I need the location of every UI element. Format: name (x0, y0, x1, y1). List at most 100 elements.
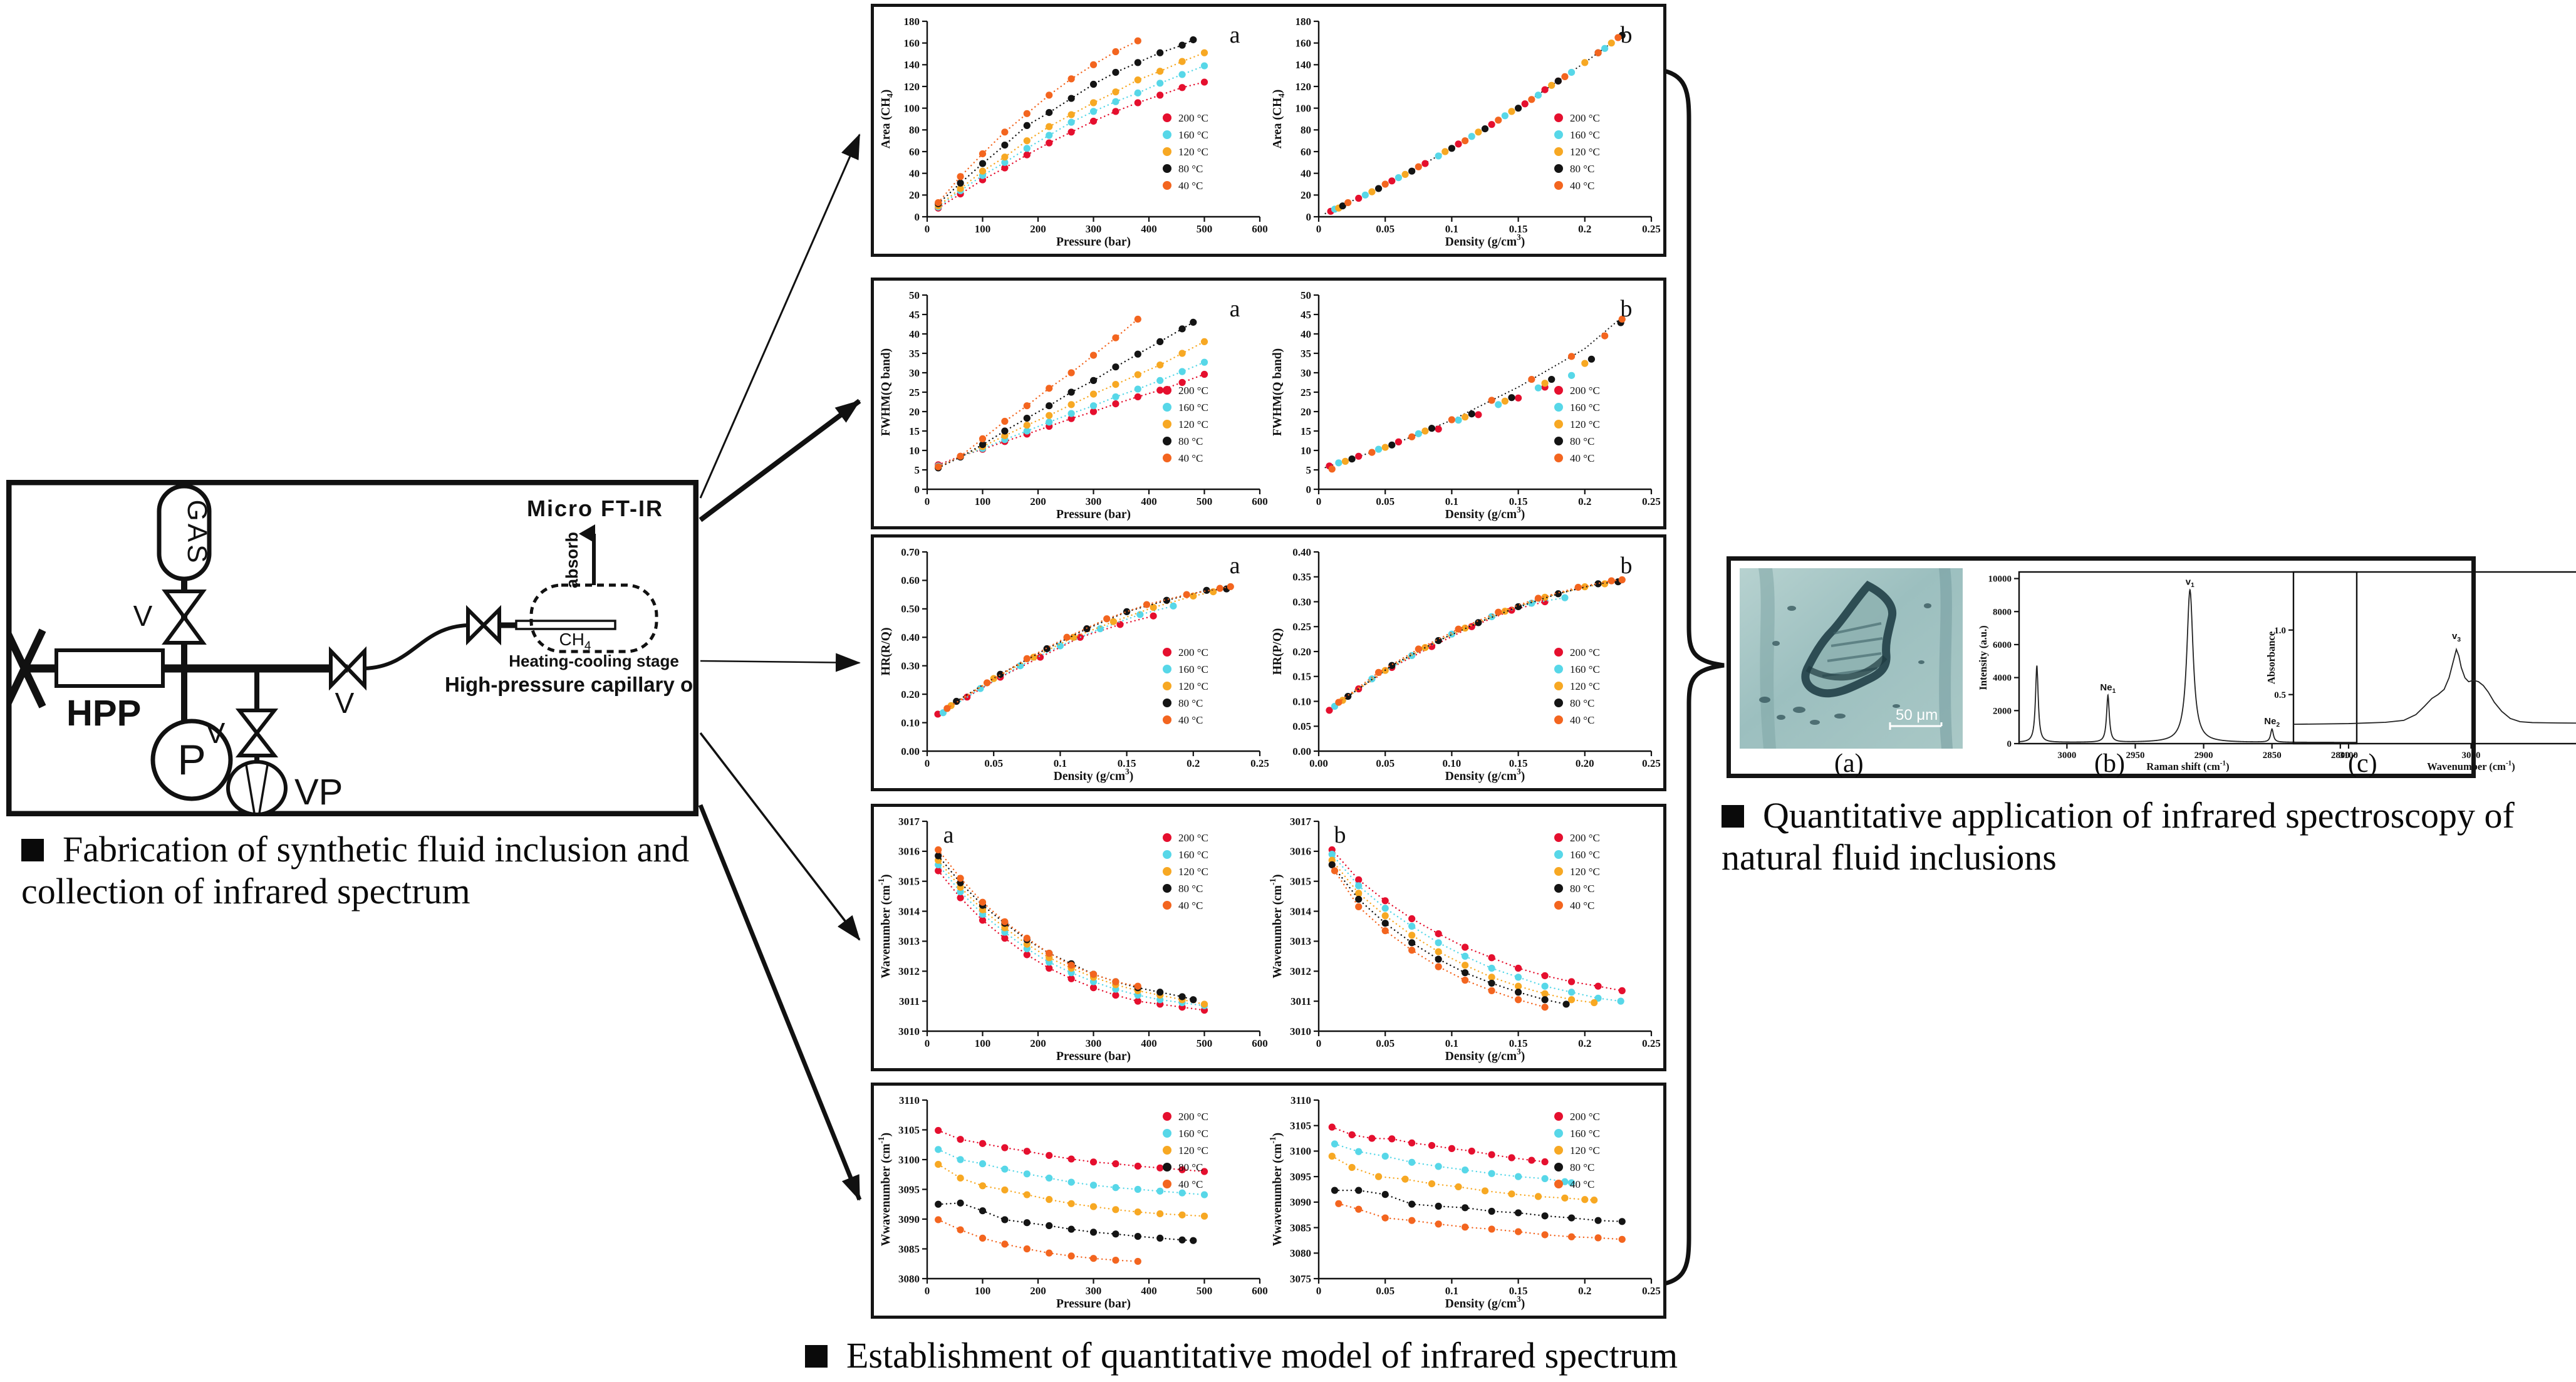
svg-text:0.15: 0.15 (1509, 757, 1528, 769)
svg-text:0.00: 0.00 (1292, 746, 1311, 757)
series-80°C (1328, 861, 1570, 1008)
svg-text:HPP: HPP (66, 693, 141, 734)
svg-text:40: 40 (1301, 167, 1311, 179)
svg-text:3080: 3080 (898, 1273, 920, 1285)
legend: 200 °C 160 °C 120 °C 80 °C 40 °C (1163, 832, 1208, 912)
svg-text:3017: 3017 (1290, 816, 1312, 828)
series-40°C (1335, 1200, 1626, 1243)
svg-text:40 °C: 40 °C (1570, 452, 1594, 464)
chart-row-fwhm: 0 100 200 300 400 500 600 0 5 10 15 20 25 30 35 40 45 50 P… (871, 278, 1666, 529)
svg-text:0: 0 (1316, 496, 1322, 507)
svg-text:0.05: 0.05 (984, 757, 1003, 769)
svg-text:60: 60 (909, 146, 920, 158)
svg-text:3010: 3010 (898, 1026, 920, 1037)
chart-area-vs-pressure: 0 100 200 300 400 500 600 0 20 40 60 80 100 120 140 160… (880, 16, 1268, 249)
legend: 200 °C 160 °C 120 °C 80 °C 40 °C (1163, 647, 1208, 726)
svg-text:0.40: 0.40 (901, 631, 920, 643)
svg-text:VP: VP (294, 772, 343, 813)
svg-text:40 °C: 40 °C (1178, 1178, 1203, 1190)
svg-text:3014: 3014 (1290, 905, 1312, 917)
svg-text:4000: 4000 (1993, 673, 2012, 683)
svg-text:160 °C: 160 °C (1570, 1128, 1600, 1140)
svg-text:3095: 3095 (898, 1183, 920, 1195)
svg-text:120: 120 (1296, 81, 1312, 93)
svg-text:High-pressure capillary optica: High-pressure capillary optical cell (445, 673, 699, 696)
svg-text:100: 100 (975, 223, 991, 235)
series-200°C (934, 612, 1157, 718)
svg-text:2950: 2950 (2126, 751, 2144, 761)
chart-wwavenumber-vs-density: 0 0.05 0.1 0.15 0.2 0.25 3075 3080 3085 3090 3095 3… (1269, 1094, 1660, 1311)
svg-text:0.40: 0.40 (1292, 546, 1311, 558)
svg-text:Density (g/cm3): Density (g/cm3) (1445, 232, 1525, 249)
svg-text:0.25: 0.25 (1642, 1037, 1660, 1049)
svg-text:0.50: 0.50 (901, 603, 920, 615)
svg-text:P: P (177, 736, 205, 784)
svg-text:2900: 2900 (2194, 751, 2213, 761)
svg-text:160 °C: 160 °C (1570, 849, 1600, 861)
svg-text:HR(R/Q): HR(R/Q) (880, 628, 893, 676)
svg-text:25: 25 (1301, 387, 1311, 398)
svg-text:3100: 3100 (898, 1154, 920, 1166)
svg-text:0.25: 0.25 (1642, 1285, 1660, 1297)
svg-text:200 °C: 200 °C (1570, 112, 1600, 124)
tick-labels: 0 100 200 300 400 500 600 3080 3085 3090 3095 3100 3… (898, 1094, 1268, 1297)
series-120°C (1328, 1152, 1598, 1204)
svg-text:0.15: 0.15 (1509, 223, 1528, 235)
svg-text:0.15: 0.15 (1509, 1285, 1528, 1297)
svg-text:500: 500 (1197, 1037, 1213, 1049)
svg-text:45: 45 (1301, 309, 1311, 321)
bullet-square-icon (1722, 805, 1744, 828)
legend: 200 °C 160 °C 120 °C 80 °C 40 °C (1554, 647, 1600, 726)
svg-text:200 °C: 200 °C (1178, 385, 1208, 397)
series-120°C (935, 856, 1208, 1008)
series-80°C (935, 36, 1197, 207)
svg-text:b: b (1621, 22, 1633, 48)
svg-text:120 °C: 120 °C (1570, 418, 1600, 430)
svg-text:160 °C: 160 °C (1178, 1128, 1208, 1140)
svg-text:0.2: 0.2 (1578, 1037, 1591, 1049)
arrow-to-row1 (699, 133, 861, 499)
series-80°C (935, 318, 1197, 472)
svg-text:0.2: 0.2 (1578, 496, 1591, 507)
svg-text:0: 0 (2007, 739, 2012, 749)
svg-text:3075: 3075 (1290, 1273, 1311, 1285)
svg-text:300: 300 (1086, 496, 1102, 507)
svg-text:3000: 3000 (2462, 751, 2481, 761)
svg-text:Pressure (bar): Pressure (bar) (1056, 236, 1131, 249)
tick-labels: 3100300029000.51.0 (2274, 626, 2481, 761)
svg-text:25: 25 (909, 387, 920, 398)
svg-text:300: 300 (1086, 1285, 1102, 1297)
svg-text:600: 600 (1252, 496, 1268, 507)
series-40°C (1331, 867, 1549, 1011)
svg-text:Wwavenumber (cm-1): Wwavenumber (cm-1) (1269, 1133, 1284, 1246)
svg-text:0.10: 0.10 (1292, 695, 1311, 707)
svg-text:0.2: 0.2 (1578, 1285, 1591, 1297)
svg-text:100: 100 (975, 1285, 991, 1297)
panel-label-a: (a) (1834, 749, 1864, 778)
svg-text:200 °C: 200 °C (1570, 1111, 1600, 1123)
svg-text:0: 0 (1316, 1037, 1322, 1049)
axes (2018, 571, 2358, 745)
svg-text:15: 15 (909, 425, 920, 437)
arrow-to-row2 (699, 398, 861, 522)
svg-text:0.05: 0.05 (1376, 223, 1394, 235)
svg-text:3095: 3095 (1290, 1171, 1311, 1183)
svg-text:3016: 3016 (1290, 846, 1311, 858)
svg-text:Micro FT-IR: Micro FT-IR (527, 496, 663, 521)
svg-text:0.25: 0.25 (1642, 757, 1660, 769)
svg-text:140: 140 (904, 59, 920, 71)
svg-text:3085: 3085 (898, 1243, 920, 1255)
svg-text:0.15: 0.15 (1509, 1037, 1528, 1049)
svg-text:0.20: 0.20 (901, 688, 920, 700)
axes (926, 1100, 1260, 1280)
svg-text:80 °C: 80 °C (1570, 883, 1594, 895)
svg-text:Pressure (bar): Pressure (bar) (1056, 508, 1131, 521)
series-160°C (935, 1146, 1208, 1198)
svg-text:40: 40 (909, 167, 920, 179)
svg-text:180: 180 (904, 16, 920, 28)
svg-text:400: 400 (1141, 1037, 1157, 1049)
apparatus-panel: HPP GAS V P V VP V CH4 Heating-cooling stage High… (3, 479, 787, 817)
chart-fwhm-vs-pressure: 0 100 200 300 400 500 600 0 5 10 15 20 25 30 35 40 45 50 P… (880, 289, 1268, 521)
svg-text:2850: 2850 (2263, 751, 2282, 761)
svg-text:V: V (133, 600, 153, 632)
